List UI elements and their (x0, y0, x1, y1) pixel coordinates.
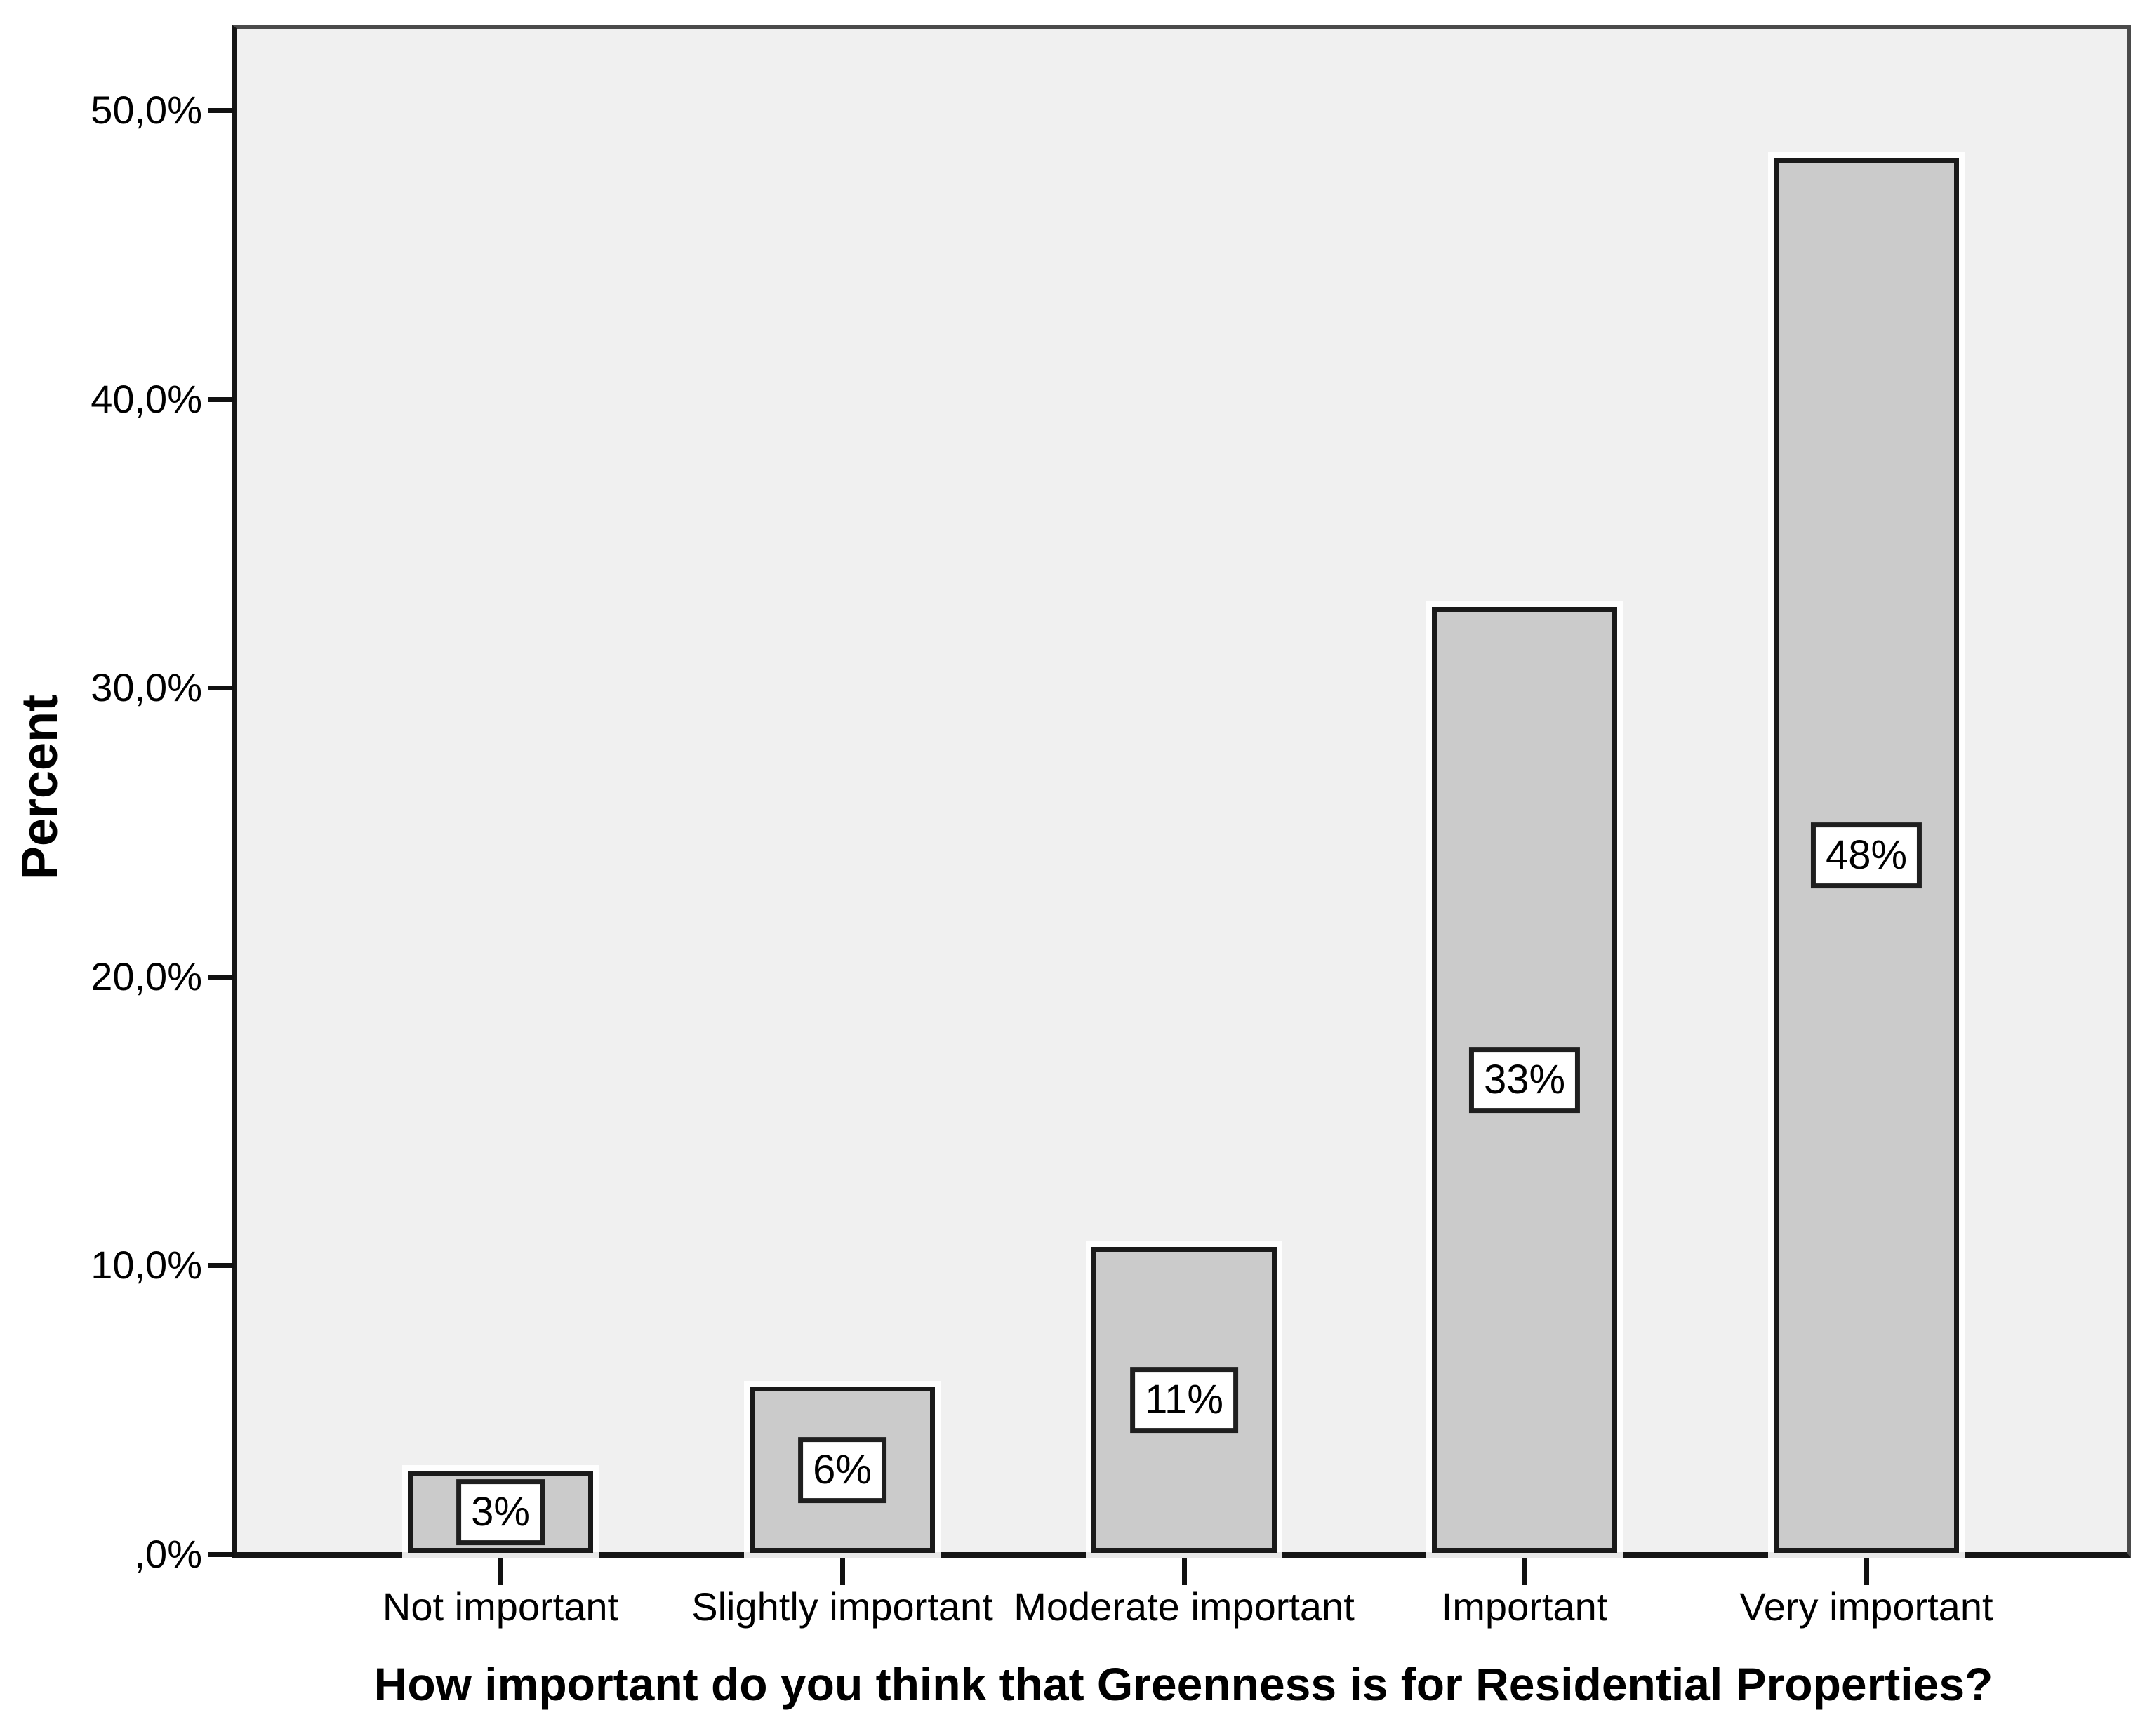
x-tick-mark (1522, 1558, 1527, 1585)
y-tick-mark (208, 1263, 234, 1268)
y-tick-mark (208, 108, 234, 113)
y-tick-label: 40,0% (91, 377, 202, 421)
x-category-label: Important (1441, 1584, 1608, 1629)
y-tick-mark (208, 1552, 234, 1557)
x-tick-mark (498, 1558, 503, 1585)
x-tick-mark (1864, 1558, 1869, 1585)
bar-value-label: 3% (456, 1479, 545, 1545)
bar-value-label: 48% (1810, 822, 1922, 888)
bar-value-label: 6% (798, 1437, 886, 1503)
x-category-label: Very important (1739, 1584, 1993, 1629)
bar-value-label: 33% (1468, 1047, 1581, 1113)
x-axis-title: How important do you think that Greennes… (373, 1658, 1993, 1710)
y-tick-mark (208, 397, 234, 402)
x-category-label: Not important (382, 1584, 619, 1629)
x-tick-mark (1182, 1558, 1187, 1585)
y-tick-mark (208, 975, 234, 980)
x-category-label: Moderate important (1014, 1584, 1355, 1629)
x-tick-mark (840, 1558, 845, 1585)
y-axis-label: Percent (12, 694, 68, 881)
y-tick-label: 50,0% (91, 88, 202, 132)
bar-value-label: 11% (1130, 1367, 1238, 1433)
y-tick-label: 20,0% (91, 954, 202, 999)
y-tick-label: 30,0% (91, 665, 202, 709)
y-tick-label: ,0% (134, 1532, 203, 1576)
x-category-label: Slightly important (691, 1584, 993, 1629)
y-tick-label: 10,0% (91, 1243, 202, 1287)
y-tick-mark (208, 686, 234, 690)
